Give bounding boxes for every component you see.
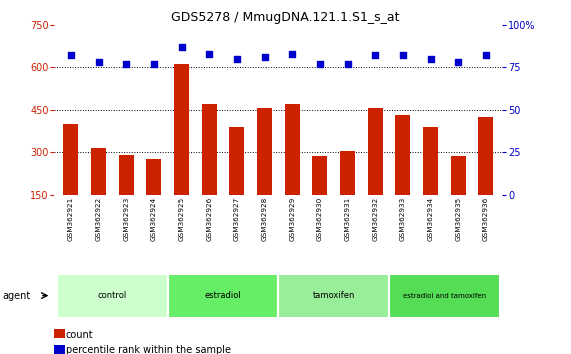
- Bar: [54, 345, 65, 354]
- Point: [399, 52, 408, 58]
- Text: control: control: [98, 291, 127, 300]
- Bar: [312, 156, 328, 195]
- Bar: [174, 64, 189, 195]
- Bar: [395, 115, 411, 195]
- Text: GSM362921: GSM362921: [68, 197, 74, 241]
- Bar: [91, 148, 106, 195]
- Point: [149, 61, 158, 67]
- Bar: [63, 124, 78, 195]
- Text: GSM362922: GSM362922: [95, 197, 102, 241]
- Text: GSM362928: GSM362928: [262, 197, 268, 241]
- Point: [453, 59, 463, 65]
- Text: GDS5278 / MmugDNA.121.1.S1_s_at: GDS5278 / MmugDNA.121.1.S1_s_at: [171, 11, 400, 24]
- Text: GSM362926: GSM362926: [206, 197, 212, 241]
- Point: [204, 51, 214, 57]
- Bar: [368, 108, 383, 195]
- Bar: [168, 274, 279, 318]
- Bar: [423, 127, 438, 195]
- Point: [481, 52, 490, 58]
- Text: GSM362927: GSM362927: [234, 197, 240, 241]
- Bar: [54, 329, 65, 338]
- Text: GSM362932: GSM362932: [372, 197, 378, 241]
- Bar: [229, 127, 244, 195]
- Point: [371, 52, 380, 58]
- Bar: [202, 104, 217, 195]
- Bar: [146, 159, 162, 195]
- Point: [94, 59, 103, 65]
- Point: [122, 61, 131, 67]
- Text: GSM362925: GSM362925: [179, 197, 184, 241]
- Bar: [478, 117, 493, 195]
- Text: agent: agent: [3, 291, 31, 301]
- Text: GSM362923: GSM362923: [123, 197, 129, 241]
- Text: GSM362930: GSM362930: [317, 197, 323, 241]
- Point: [288, 51, 297, 57]
- Bar: [119, 155, 134, 195]
- Point: [66, 52, 75, 58]
- Text: percentile rank within the sample: percentile rank within the sample: [66, 346, 231, 354]
- Text: GSM362933: GSM362933: [400, 197, 406, 241]
- Text: GSM362935: GSM362935: [455, 197, 461, 241]
- Text: estradiol: estradiol: [204, 291, 242, 300]
- Bar: [279, 274, 389, 318]
- Text: GSM362936: GSM362936: [483, 197, 489, 241]
- Text: GSM362929: GSM362929: [289, 197, 295, 241]
- Point: [343, 61, 352, 67]
- Point: [177, 44, 186, 50]
- Text: tamoxifen: tamoxifen: [312, 291, 355, 300]
- Bar: [57, 274, 168, 318]
- Point: [232, 56, 242, 62]
- Text: GSM362931: GSM362931: [344, 197, 351, 241]
- Text: GSM362934: GSM362934: [428, 197, 433, 241]
- Point: [260, 54, 269, 60]
- Point: [315, 61, 324, 67]
- Bar: [451, 156, 466, 195]
- Bar: [257, 108, 272, 195]
- Point: [426, 56, 435, 62]
- Bar: [284, 104, 300, 195]
- Text: count: count: [66, 330, 93, 339]
- Text: GSM362924: GSM362924: [151, 197, 157, 241]
- Text: estradiol and tamoxifen: estradiol and tamoxifen: [403, 293, 486, 298]
- Bar: [340, 151, 355, 195]
- Bar: [389, 274, 500, 318]
